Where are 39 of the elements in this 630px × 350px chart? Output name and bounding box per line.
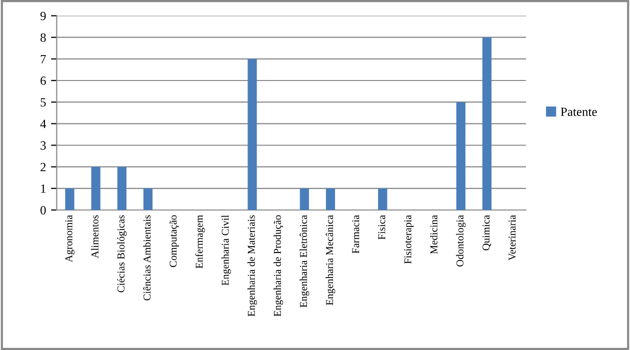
bar <box>456 102 466 210</box>
y-tick-label: 3 <box>40 141 46 150</box>
y-tick-label: 0 <box>40 206 46 214</box>
x-tick-label: Farmacia <box>352 215 360 254</box>
x-tick-label: Odontologia <box>456 215 466 267</box>
y-tick-label: 6 <box>40 76 46 85</box>
x-tick-label: Ciências Ambientais <box>143 215 151 300</box>
x-tick-label: Veterinaria <box>508 215 516 260</box>
bar <box>326 188 336 210</box>
y-tick-label: 9 <box>40 12 46 20</box>
x-tick-label: Engenharia Eletrônica <box>300 215 310 308</box>
bar <box>248 58 257 210</box>
x-tick-label: Agronomia <box>65 215 74 262</box>
y-tick-label: 7 <box>40 55 46 64</box>
x-tick-label: Engenharia Mecânica <box>326 215 336 306</box>
x-tick-label: Enfermagem <box>195 215 205 268</box>
y-tick-label: 8 <box>40 33 46 42</box>
bar <box>117 166 126 210</box>
y-tick-label: 2 <box>40 162 46 172</box>
bar <box>143 188 153 210</box>
bar <box>65 188 74 210</box>
x-tick-label: Engenharia de Produção <box>274 215 284 316</box>
legend-label: Patente <box>560 108 597 116</box>
bar <box>482 37 492 210</box>
y-tick-label: 4 <box>40 120 46 128</box>
x-tick-label: Computação <box>170 215 179 268</box>
y-tick-label: 5 <box>40 98 46 107</box>
x-tick-label: Engenharia de Materiais <box>248 215 257 316</box>
bar <box>300 188 309 210</box>
x-tick-label: Alimentos <box>91 215 98 258</box>
x-tick-label: Ciécias Biológicas <box>117 215 127 292</box>
x-tick-label: Medicina <box>430 215 438 254</box>
x-tick-label: Engenharia Civil <box>221 215 231 286</box>
y-tick-label: 1 <box>41 184 46 193</box>
bar <box>91 166 100 210</box>
x-tick-label: Fisioterapia <box>404 215 414 264</box>
x-tick-label: Quimica <box>482 215 492 250</box>
x-tick-label: Fisica <box>378 215 386 240</box>
bar <box>378 188 388 210</box>
